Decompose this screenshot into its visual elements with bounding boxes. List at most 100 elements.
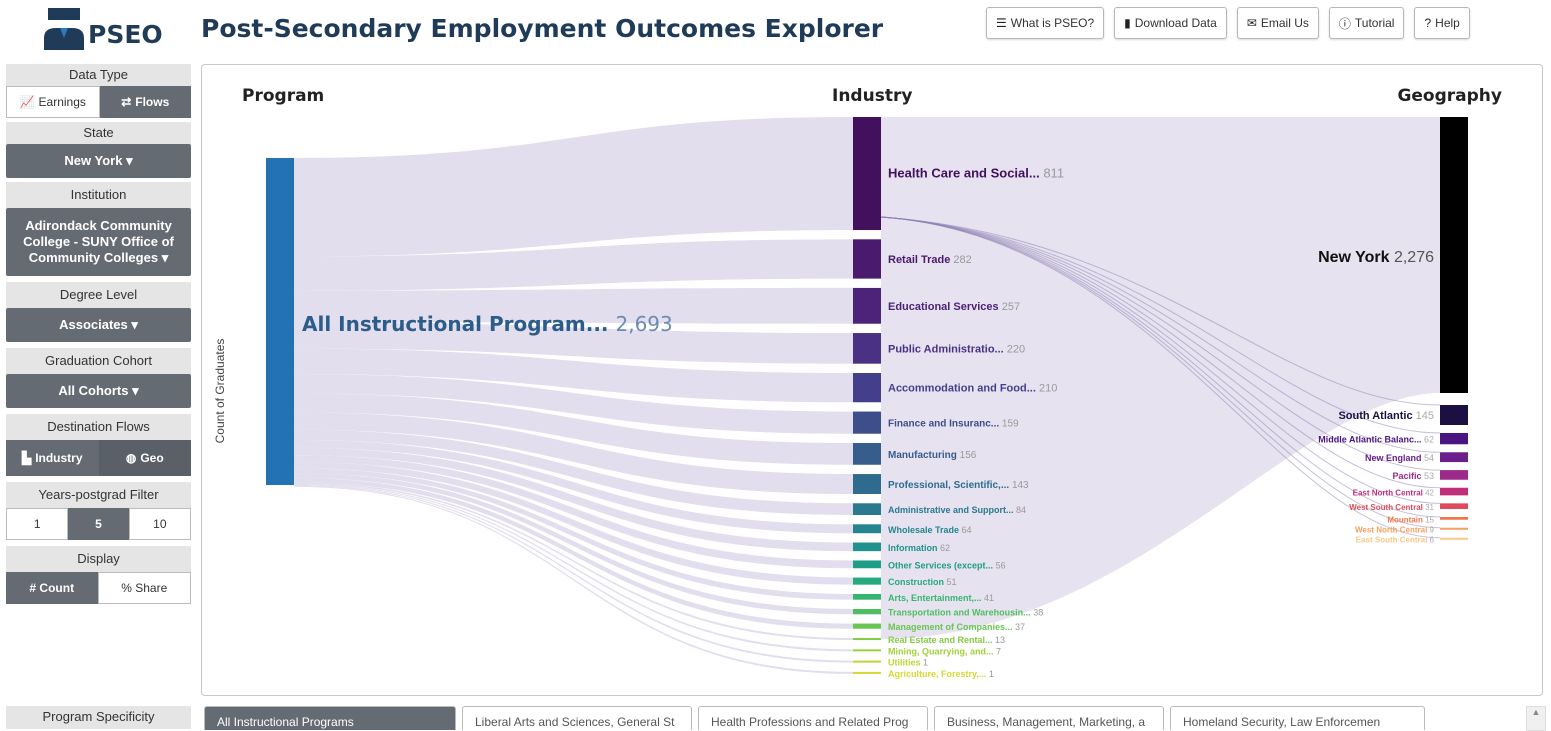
years-option-5[interactable]: 5 xyxy=(68,508,129,540)
industry-node-value: 1 xyxy=(989,669,994,679)
geo-option[interactable]: ◍ Geo xyxy=(98,440,191,476)
industry-node-agriculture-forestry[interactable] xyxy=(853,671,881,674)
what-is-pseo-button[interactable]: ☰ What is PSEO? xyxy=(986,7,1105,39)
flow-link[interactable] xyxy=(294,447,853,552)
flows-option[interactable]: ⇄ Flows xyxy=(99,86,191,118)
industry-node-educational-services[interactable] xyxy=(853,287,881,324)
flow-link[interactable] xyxy=(294,462,853,585)
earnings-option[interactable]: 📈 Earnings xyxy=(6,86,100,118)
industry-node-management-of-companies[interactable] xyxy=(853,623,881,629)
flow-link[interactable] xyxy=(881,117,1440,639)
geo-node-new-york[interactable] xyxy=(1440,117,1468,393)
industry-node-health-care-and-social[interactable] xyxy=(853,117,881,231)
tab-business[interactable]: Business, Management, Marketing, a xyxy=(934,706,1164,730)
button-label: Email Us xyxy=(1260,16,1309,30)
download-data-button[interactable]: ▮ Download Data xyxy=(1114,7,1227,39)
industry-node-manufacturing[interactable] xyxy=(853,443,881,465)
help-button[interactable]: ? Help xyxy=(1414,7,1470,39)
industry-node-label: Retail Trade 282 xyxy=(888,254,972,266)
geo-node-west-south-central[interactable] xyxy=(1440,503,1468,510)
flow-link[interactable] xyxy=(294,348,853,403)
industry-node-professional-scientific[interactable] xyxy=(853,474,881,494)
count-option[interactable]: # Count xyxy=(6,572,98,604)
page-title: Post-Secondary Employment Outcomes Explo… xyxy=(201,14,884,43)
geo-node-mountain[interactable] xyxy=(1440,517,1468,520)
email-us-button[interactable]: ✉ Email Us xyxy=(1236,7,1319,39)
industry-node-accommodation-and-food[interactable] xyxy=(853,372,881,403)
industry-node-transportation-and-warehousin[interactable] xyxy=(853,608,881,615)
flow-link[interactable] xyxy=(294,439,853,534)
program-tabs: All Instructional Programs Liberal Arts … xyxy=(204,706,1425,730)
institution-dropdown[interactable]: Adirondack Community College - SUNY Offi… xyxy=(6,208,191,276)
geo-node-value: 2,276 xyxy=(1394,249,1434,266)
graduation-cohort-dropdown[interactable]: All Cohorts ▾ xyxy=(6,374,191,408)
industry-node-arts-entertainment[interactable] xyxy=(853,593,881,600)
flow-link[interactable] xyxy=(294,483,853,652)
share-option[interactable]: % Share xyxy=(97,572,191,604)
flow-link[interactable] xyxy=(294,412,853,494)
flow-link[interactable] xyxy=(294,287,853,324)
industry-option[interactable]: ▙ Industry xyxy=(6,440,99,476)
industry-node-value: 56 xyxy=(996,560,1006,570)
flow-link[interactable] xyxy=(294,374,853,434)
industry-node-value: 143 xyxy=(1012,480,1029,491)
industry-node-construction[interactable] xyxy=(853,577,881,585)
flow-link[interactable] xyxy=(880,216,1441,518)
flow-link[interactable] xyxy=(294,473,853,615)
years-option-10[interactable]: 10 xyxy=(128,508,191,540)
geo-node-new-england[interactable] xyxy=(1440,452,1468,463)
industry-node-retail-trade[interactable] xyxy=(853,239,881,279)
state-dropdown[interactable]: New York ▾ xyxy=(6,144,191,178)
industry-node-mining-quarrying-and[interactable] xyxy=(853,649,881,652)
industry-node-value: 41 xyxy=(984,593,994,603)
flow-link[interactable] xyxy=(880,216,1441,471)
industry-node-real-estate-and-rental[interactable] xyxy=(853,638,881,641)
industry-node-wholesale-trade[interactable] xyxy=(853,524,881,534)
flow-link[interactable] xyxy=(294,239,853,291)
years-option-1[interactable]: 1 xyxy=(6,508,69,540)
program-node[interactable] xyxy=(266,158,294,485)
geo-node-east-south-central[interactable] xyxy=(1440,537,1468,540)
geo-node-south-atlantic[interactable] xyxy=(1440,405,1468,425)
geo-node-value: 6 xyxy=(1430,536,1435,545)
geo-node-middle-atlantic-balanc[interactable] xyxy=(1440,433,1468,445)
tabs-scrollbar[interactable]: ▲ xyxy=(1526,706,1546,731)
tab-liberal-arts[interactable]: Liberal Arts and Sciences, General St xyxy=(462,706,692,730)
flow-link[interactable] xyxy=(880,216,1441,489)
industry-node-utilities[interactable] xyxy=(853,660,881,663)
industry-node-finance-and-insuranc[interactable] xyxy=(853,411,881,434)
pseo-logo[interactable]: PSEO xyxy=(40,8,163,50)
industry-node-information[interactable] xyxy=(853,542,881,552)
geo-node-pacific[interactable] xyxy=(1440,470,1468,480)
flow-link[interactable] xyxy=(294,482,853,641)
tutorial-button[interactable]: ⓘ Tutorial xyxy=(1328,7,1405,39)
flow-link[interactable] xyxy=(294,485,853,674)
tab-all-programs[interactable]: All Instructional Programs xyxy=(204,706,456,730)
sankey-chart: Program Industry Geography Count of Grad… xyxy=(213,86,1502,679)
industry-node-other-services-except[interactable] xyxy=(853,560,881,569)
tab-homeland-security[interactable]: Homeland Security, Law Enforcemen xyxy=(1170,706,1425,730)
industry-node-value: 7 xyxy=(996,646,1001,656)
flow-link[interactable] xyxy=(294,484,853,663)
flow-link[interactable] xyxy=(294,477,853,629)
flow-link[interactable] xyxy=(294,117,853,257)
flow-link[interactable] xyxy=(880,216,1441,504)
flow-link[interactable] xyxy=(880,216,1441,434)
flow-link[interactable] xyxy=(294,321,853,364)
flow-link[interactable] xyxy=(294,429,853,515)
industry-node-value: 210 xyxy=(1039,383,1057,395)
tab-health-professions[interactable]: Health Professions and Related Prog xyxy=(698,706,928,730)
brand-name: PSEO xyxy=(88,20,163,49)
flow-link[interactable] xyxy=(294,455,853,569)
flow-link[interactable] xyxy=(880,216,1441,406)
geo-node-west-north-central[interactable] xyxy=(1440,527,1468,530)
degree-level-dropdown[interactable]: Associates ▾ xyxy=(6,308,191,342)
flow-link[interactable] xyxy=(880,216,1441,529)
flow-link[interactable] xyxy=(294,393,853,465)
flow-link[interactable] xyxy=(294,468,853,600)
geo-node-east-north-central[interactable] xyxy=(1440,487,1468,496)
flow-link[interactable] xyxy=(880,216,1441,539)
industry-node-public-administratio[interactable] xyxy=(853,333,881,364)
flow-link[interactable] xyxy=(880,216,1441,453)
industry-node-administrative-and-support[interactable] xyxy=(853,503,881,515)
